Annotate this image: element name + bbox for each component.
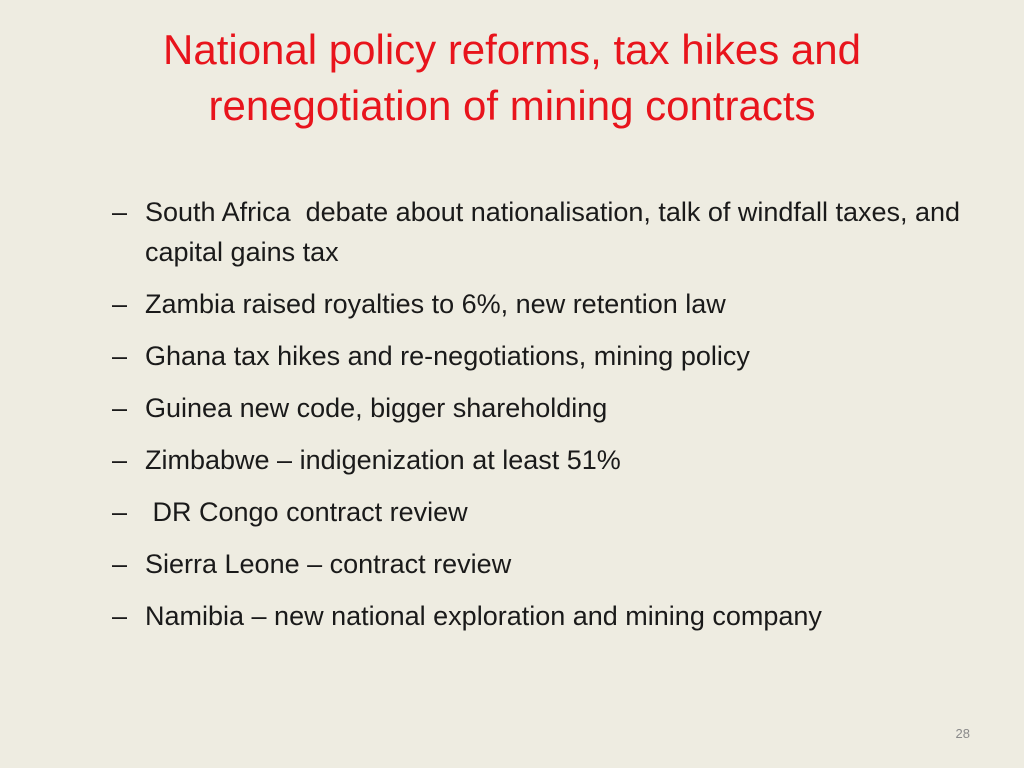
bullet-item: – Zimbabwe – indigenization at least 51% — [112, 440, 992, 480]
bullet-item: – Guinea new code, bigger shareholding — [112, 388, 992, 428]
bullet-list: – South Africa debate about nationalisati… — [112, 192, 992, 648]
bullet-marker: – — [112, 393, 128, 423]
bullet-marker: – — [112, 549, 128, 579]
bullet-text: South Africa debate about nationalisatio… — [145, 197, 968, 267]
bullet-item: – Namibia – new national exploration and … — [112, 596, 992, 636]
bullet-text: Zambia raised royalties to 6%, new reten… — [145, 289, 726, 319]
bullet-text: Guinea new code, bigger shareholding — [145, 393, 608, 423]
bullet-item: – South Africa debate about nationalisati… — [112, 192, 992, 272]
bullet-marker: – — [112, 601, 128, 631]
title-line: National policy reforms, tax hikes and — [163, 26, 861, 73]
bullet-item: – Zambia raised royalties to 6%, new rete… — [112, 284, 992, 324]
bullet-marker: – — [112, 445, 128, 475]
page-number: 28 — [955, 726, 970, 741]
bullet-text: DR Congo contract review — [145, 497, 468, 527]
bullet-text: Ghana tax hikes and re-negotiations, min… — [145, 341, 750, 371]
title-line: renegotiation of mining contracts — [208, 82, 816, 129]
bullet-marker: – — [112, 197, 128, 227]
bullet-item: – Ghana tax hikes and re-negotiations, mi… — [112, 336, 992, 376]
bullet-text: Namibia – new national exploration and m… — [145, 601, 822, 631]
bullet-marker: – — [112, 497, 128, 527]
bullet-text: Zimbabwe – indigenization at least 51% — [145, 445, 621, 475]
bullet-marker: – — [112, 341, 128, 371]
bullet-marker: – — [112, 289, 128, 319]
slide-title: National policy reforms, tax hikes and re… — [40, 22, 984, 134]
bullet-item: – Sierra Leone – contract review — [112, 544, 992, 584]
bullet-text: Sierra Leone – contract review — [145, 549, 512, 579]
bullet-item: – DR Congo contract review — [112, 492, 992, 532]
